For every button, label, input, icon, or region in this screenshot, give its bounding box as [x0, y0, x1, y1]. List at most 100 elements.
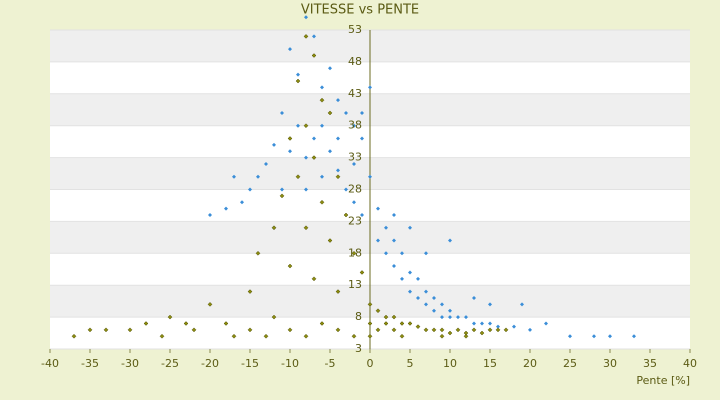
x-tick-label: 15 [483, 357, 497, 370]
point [503, 327, 509, 333]
chart-title: VITESSE vs PENTE [301, 3, 419, 18]
x-tick-label: -35 [81, 357, 99, 370]
y-tick-label: 23 [348, 214, 362, 227]
point [423, 327, 429, 333]
y-tick-label: 8 [355, 310, 362, 323]
point [391, 327, 397, 333]
point [207, 301, 213, 307]
point [287, 263, 293, 269]
point [344, 187, 348, 192]
point [495, 327, 501, 333]
point [456, 315, 460, 320]
x-tick-label: 5 [407, 357, 414, 370]
point [464, 315, 468, 320]
point [208, 213, 212, 218]
point [328, 149, 332, 154]
point [424, 289, 428, 294]
point [335, 289, 341, 294]
point [328, 66, 332, 71]
point [432, 308, 436, 313]
point [368, 174, 372, 179]
point [287, 136, 293, 141]
point [408, 289, 412, 294]
point [408, 225, 412, 230]
x-tick-label: 25 [563, 357, 577, 370]
point [319, 199, 325, 205]
point [439, 327, 445, 333]
point [448, 308, 452, 313]
point [415, 324, 421, 330]
point [359, 270, 365, 275]
point [368, 85, 372, 90]
point [520, 302, 524, 307]
point [103, 327, 109, 333]
point [159, 333, 165, 339]
point [568, 334, 572, 339]
point [352, 200, 356, 205]
point [327, 110, 333, 116]
x-tick-label: -5 [325, 357, 336, 370]
point [383, 314, 389, 320]
x-axis-label: Pente [%] [636, 374, 690, 387]
point [432, 295, 436, 300]
point [303, 333, 309, 339]
x-tick-label: 10 [443, 357, 457, 370]
point [87, 327, 93, 333]
point [375, 327, 381, 333]
point [336, 136, 340, 141]
point [367, 321, 373, 326]
point [632, 334, 636, 339]
point [303, 225, 309, 231]
point [167, 314, 173, 320]
point [271, 225, 277, 231]
point [399, 333, 405, 339]
point [391, 314, 397, 320]
point [183, 321, 189, 326]
point [295, 174, 301, 180]
point [383, 321, 389, 326]
point [352, 161, 356, 166]
point [528, 327, 532, 332]
point [191, 327, 197, 333]
point [263, 333, 269, 339]
point [335, 327, 341, 333]
point [143, 321, 149, 326]
point [488, 321, 492, 326]
point [272, 142, 276, 147]
point [336, 168, 340, 173]
point [280, 187, 284, 192]
point [472, 295, 476, 300]
y-tick-label: 13 [348, 278, 362, 291]
point [496, 324, 500, 329]
point [256, 174, 260, 179]
point [487, 327, 493, 333]
x-tick-label: -15 [241, 357, 259, 370]
point [255, 250, 261, 256]
point [448, 315, 452, 320]
point [304, 187, 308, 192]
x-tick-label: 30 [603, 357, 617, 370]
point [344, 110, 348, 115]
point [448, 238, 452, 243]
point [351, 250, 357, 256]
point [399, 321, 405, 326]
point [367, 301, 373, 307]
point [311, 276, 317, 282]
point [400, 251, 404, 256]
point [240, 200, 244, 205]
x-tick-label: -25 [161, 357, 179, 370]
point [592, 334, 596, 339]
y-tick-label: 28 [348, 183, 362, 196]
point [431, 327, 437, 333]
point [392, 238, 396, 243]
point [304, 15, 308, 20]
y-tick-label: 3 [355, 342, 362, 355]
point [303, 123, 309, 129]
y-tick-label: 18 [348, 246, 362, 259]
point [280, 110, 284, 115]
point [471, 327, 477, 333]
point [343, 212, 349, 218]
point [424, 251, 428, 256]
point [279, 193, 285, 199]
